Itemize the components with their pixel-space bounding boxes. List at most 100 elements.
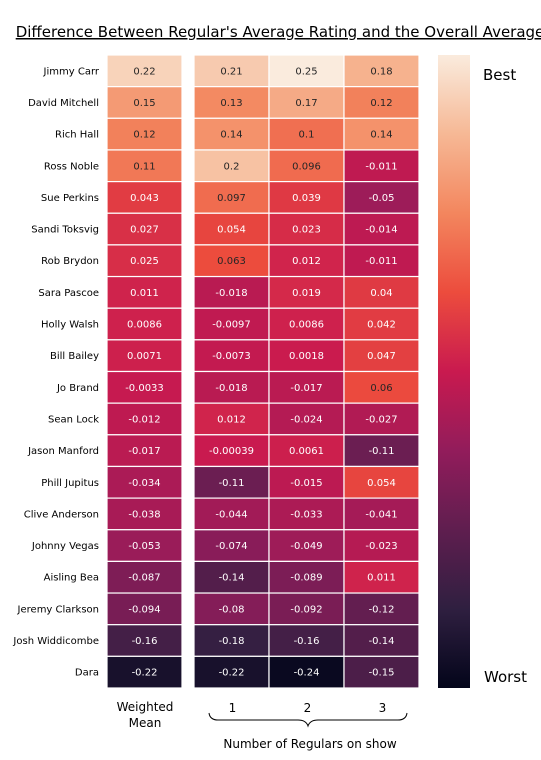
row-label: Phill Jupitus bbox=[41, 478, 99, 489]
regulars-cell bbox=[268, 212, 345, 246]
cell-value-label: -0.033 bbox=[290, 509, 322, 520]
row-label: Jason Manford bbox=[27, 446, 99, 457]
cell-value-label: 0.15 bbox=[133, 98, 155, 109]
weighted-mean-cell bbox=[106, 529, 183, 562]
row-label: Sara Pascoe bbox=[38, 288, 99, 299]
regulars-column-label: 3 bbox=[379, 701, 387, 715]
cell-value-label: -0.22 bbox=[132, 668, 158, 679]
regulars-cell bbox=[193, 370, 270, 404]
regulars-cell bbox=[343, 434, 420, 468]
weighted-mean-cell bbox=[106, 402, 183, 436]
cell-value-label: -0.0097 bbox=[212, 320, 251, 331]
regulars-cell bbox=[193, 54, 270, 88]
regulars-cell bbox=[193, 275, 270, 309]
weighted-mean-cell bbox=[106, 560, 183, 594]
cell-value-label: -0.11 bbox=[369, 446, 395, 457]
regulars-cell bbox=[343, 149, 420, 183]
cell-value-label: 0.042 bbox=[367, 320, 396, 331]
regulars-cell bbox=[268, 497, 345, 531]
regulars-cell bbox=[343, 592, 420, 626]
regulars-cell bbox=[268, 529, 345, 562]
regulars-cell bbox=[343, 307, 420, 341]
cell-value-label: 0.14 bbox=[220, 130, 242, 141]
weighted-mean-cell bbox=[106, 339, 183, 373]
cell-value-label: -0.12 bbox=[369, 604, 395, 615]
regulars-cell bbox=[343, 624, 420, 657]
cell-value-label: -0.015 bbox=[290, 478, 322, 489]
weighted-mean-cell bbox=[106, 465, 183, 499]
cell-value-label: -0.049 bbox=[290, 541, 322, 552]
cell-value-label: 0.1 bbox=[299, 130, 315, 141]
cell-value-label: 0.21 bbox=[220, 66, 242, 77]
regulars-column-labels: 1 2 3 bbox=[229, 701, 387, 715]
row-label: Sue Perkins bbox=[41, 193, 99, 204]
weighted-mean-cell bbox=[106, 592, 183, 626]
cell-value-label: -0.024 bbox=[290, 414, 322, 425]
regulars-cell bbox=[193, 117, 270, 151]
regulars-cell bbox=[268, 339, 345, 373]
colorbar bbox=[438, 55, 470, 688]
cell-value-label: 0.22 bbox=[133, 66, 155, 77]
colorbar-top-label: Best bbox=[483, 66, 516, 84]
regulars-cell bbox=[268, 434, 345, 468]
cell-value-label: -0.094 bbox=[128, 604, 160, 615]
regulars-cell bbox=[268, 624, 345, 657]
row-label: Johnny Vegas bbox=[31, 541, 99, 552]
regulars-cell bbox=[268, 275, 345, 309]
cell-value-label: -0.018 bbox=[215, 383, 247, 394]
cell-value-label: -0.00039 bbox=[209, 446, 254, 457]
cell-value-label: -0.14 bbox=[369, 636, 395, 647]
cell-value-label: 0.0061 bbox=[289, 446, 324, 457]
cell-value-label: 0.06 bbox=[370, 383, 392, 394]
weighted-mean-cell bbox=[106, 54, 183, 88]
chart-title: Difference Between Regular's Average Rat… bbox=[16, 23, 541, 41]
regulars-cell bbox=[343, 54, 420, 88]
colorbar-bottom-label: Worst bbox=[484, 668, 527, 686]
cell-value-label: -0.017 bbox=[128, 446, 160, 457]
cell-value-label: -0.18 bbox=[219, 636, 245, 647]
cell-value-label: 0.047 bbox=[367, 351, 396, 362]
regulars-cell bbox=[343, 244, 420, 278]
cell-value-label: -0.027 bbox=[365, 414, 397, 425]
row-label: Josh Widdicombe bbox=[12, 636, 99, 647]
cell-value-label: 0.18 bbox=[370, 66, 392, 77]
row-labels: Jimmy Carr David Mitchell Rich Hall Ross No… bbox=[12, 66, 99, 678]
row-label: Jo Brand bbox=[56, 383, 99, 394]
cell-value-label: -0.11 bbox=[219, 478, 245, 489]
regulars-column-label: 1 bbox=[229, 701, 237, 715]
cell-value-label: 0.0086 bbox=[127, 320, 162, 331]
regulars-cell bbox=[193, 244, 270, 278]
regulars-cell bbox=[268, 655, 345, 689]
regulars-cell bbox=[268, 86, 345, 119]
weighted-mean-column: 0.22 0.15 0.12 0.11 0.043 0.027 0.025 0.011 0.00… bbox=[106, 54, 183, 689]
cell-value-label: 0.063 bbox=[217, 256, 246, 267]
weighted-mean-cell bbox=[106, 275, 183, 309]
cell-value-label: -0.14 bbox=[219, 573, 245, 584]
row-label: Ross Noble bbox=[44, 161, 99, 172]
cell-value-label: -0.011 bbox=[365, 256, 397, 267]
row-label: Aisling Bea bbox=[44, 573, 99, 584]
regulars-axis-label: Number of Regulars on show bbox=[223, 737, 396, 751]
regulars-cell bbox=[268, 307, 345, 341]
regulars-cell bbox=[343, 560, 420, 594]
weighted-mean-cell bbox=[106, 149, 183, 183]
row-label: Bill Bailey bbox=[50, 351, 99, 362]
cell-value-label: 0.12 bbox=[133, 130, 155, 141]
regulars-cell bbox=[343, 402, 420, 436]
weighted-mean-cell bbox=[106, 212, 183, 246]
cell-value-label: 0.027 bbox=[130, 225, 159, 236]
weighted-mean-cell bbox=[106, 86, 183, 119]
regulars-column-label: 2 bbox=[304, 701, 312, 715]
regulars-columns: 0.21 0.13 0.14 0.2 0.097 0.054 0.063 -0.018 -0.0… bbox=[193, 54, 420, 689]
row-label: Clive Anderson bbox=[24, 509, 99, 520]
cell-value-label: -0.089 bbox=[290, 573, 322, 584]
regulars-cell bbox=[268, 244, 345, 278]
regulars-cell bbox=[193, 529, 270, 562]
cell-value-label: -0.044 bbox=[215, 509, 247, 520]
row-label: Jeremy Clarkson bbox=[17, 604, 99, 615]
cell-value-label: -0.018 bbox=[215, 288, 247, 299]
cell-value-label: 0.2 bbox=[224, 161, 240, 172]
cell-value-label: -0.012 bbox=[128, 414, 160, 425]
cell-value-label: -0.0073 bbox=[212, 351, 251, 362]
